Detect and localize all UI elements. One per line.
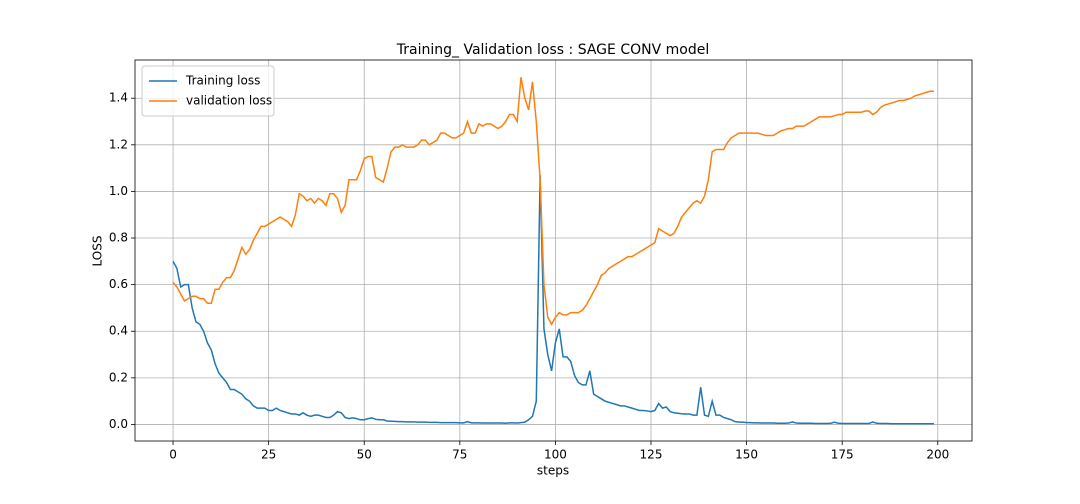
x-tick-label: 125 bbox=[640, 448, 663, 462]
y-tick-label: 1.0 bbox=[109, 184, 128, 198]
x-tick-label: 75 bbox=[452, 448, 467, 462]
y-tick-label: 0.0 bbox=[109, 417, 128, 431]
plot-frame bbox=[134, 59, 973, 442]
y-tick-label: 0.2 bbox=[109, 370, 128, 384]
series-line bbox=[172, 77, 934, 326]
x-tick-label: 200 bbox=[926, 448, 949, 462]
y-tick-label: 0.6 bbox=[109, 277, 128, 291]
x-axis-label: steps bbox=[537, 464, 569, 478]
y-tick-label: 0.8 bbox=[109, 231, 128, 245]
x-tick-label: 100 bbox=[544, 448, 567, 462]
y-tick-label: 1.2 bbox=[109, 137, 128, 151]
legend-box bbox=[141, 65, 275, 117]
legend-label: validation loss bbox=[186, 94, 272, 108]
y-axis-label: LOSS bbox=[91, 236, 105, 267]
y-tick-label: 0.4 bbox=[109, 324, 128, 338]
x-tick-label: 0 bbox=[169, 448, 177, 462]
legend-label: Training loss bbox=[185, 74, 260, 88]
x-tick-label: 150 bbox=[735, 448, 758, 462]
y-tick-label: 1.4 bbox=[109, 91, 128, 105]
chart-title: Training_ Validation loss : SAGE CONV mo… bbox=[396, 42, 709, 58]
series-line bbox=[172, 175, 934, 425]
x-tick-label: 50 bbox=[357, 448, 372, 462]
x-tick-label: 175 bbox=[831, 448, 854, 462]
x-tick-label: 25 bbox=[261, 448, 276, 462]
